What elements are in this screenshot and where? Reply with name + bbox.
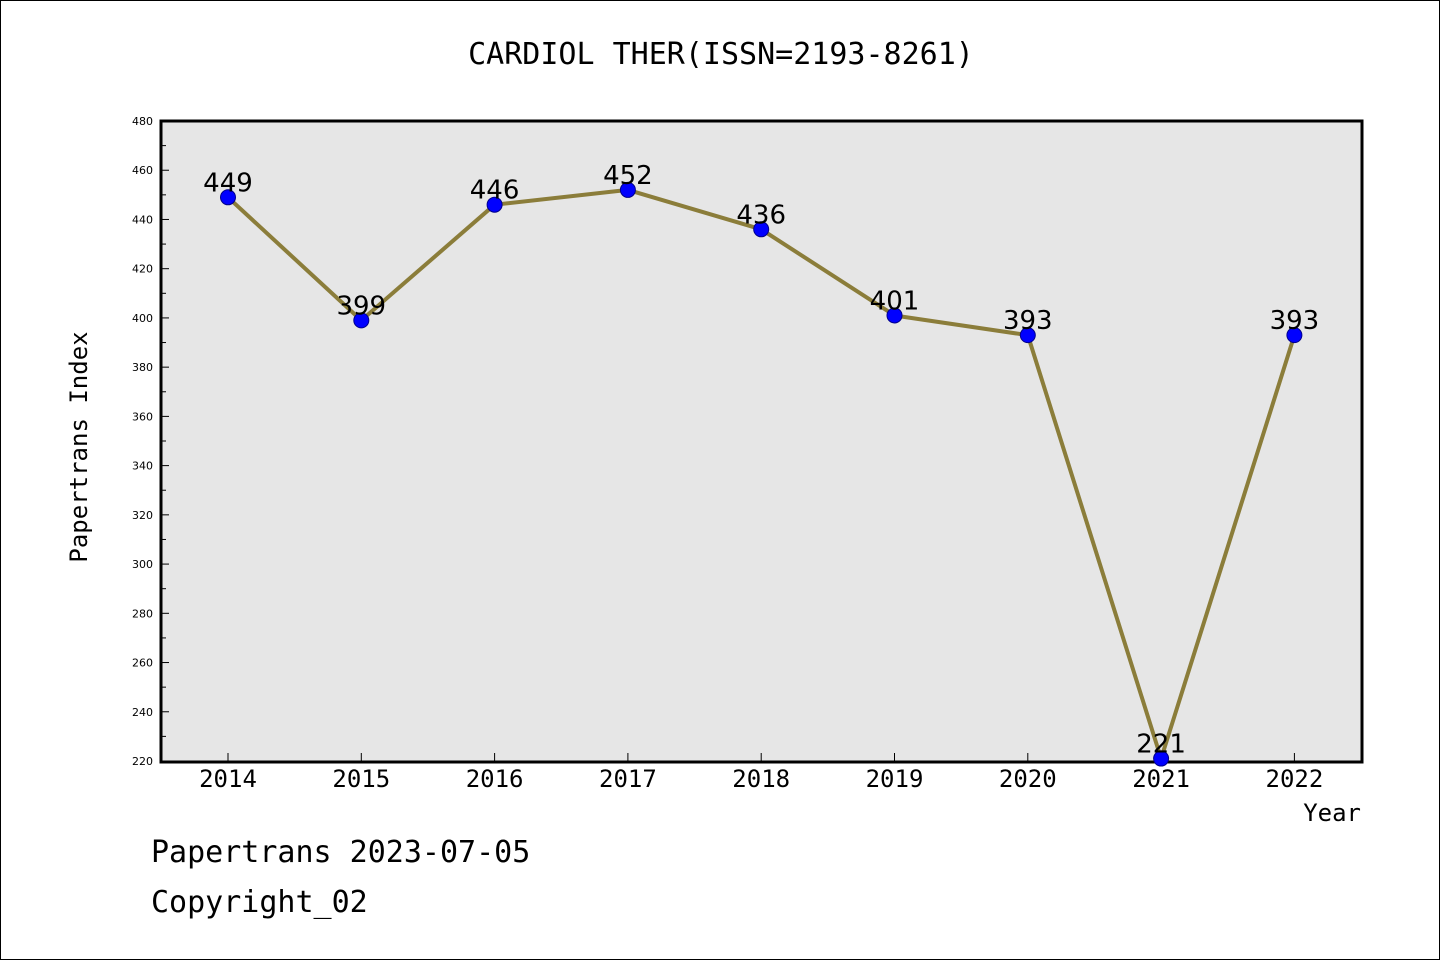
x-tick-label: 2019 [866, 765, 924, 793]
x-axis-label: Year [1303, 799, 1361, 827]
y-tick-label: 220 [132, 755, 153, 768]
data-labels: 449 399 446 452 436 401 393 221 393 [203, 161, 1319, 760]
x-tick-label: 2021 [1132, 765, 1190, 793]
x-tick-label: 2016 [466, 765, 524, 793]
data-label: 393 [1003, 306, 1053, 336]
y-tick-label: 440 [132, 213, 153, 226]
data-point [486, 196, 503, 213]
y-tick-label: 300 [132, 558, 153, 571]
y-tick-label: 420 [132, 263, 153, 276]
y-tick-label: 460 [132, 164, 153, 177]
y-tick-label: 400 [132, 312, 153, 325]
data-label: 449 [203, 168, 253, 198]
x-axis-ticks: 2014 2015 2016 2017 2018 2019 2020 2021 2022 [199, 753, 1323, 793]
chart-title: CARDIOL THER(ISSN=2193-8261) [468, 37, 974, 72]
x-tick-label: 2018 [732, 765, 790, 793]
y-tick-label: 260 [132, 657, 153, 670]
y-axis-ticks: 220 240 260 280 300 320 340 360 380 400 420 440 460 4… [132, 115, 169, 768]
x-tick-label: 2017 [599, 765, 657, 793]
data-label: 393 [1270, 306, 1320, 336]
x-tick-label: 2014 [199, 765, 257, 793]
y-tick-label: 340 [132, 460, 153, 473]
y-tick-label: 240 [132, 706, 153, 719]
data-label: 399 [336, 291, 386, 321]
data-point [753, 221, 770, 238]
y-tick-label: 380 [132, 361, 153, 374]
data-point [886, 307, 903, 324]
data-label: 436 [736, 200, 786, 230]
series [220, 181, 1303, 767]
footer-source: Papertrans 2023-07-05 [151, 835, 531, 870]
x-tick-label: 2020 [999, 765, 1057, 793]
data-label: 221 [1136, 730, 1186, 760]
y-axis-label: Papertrans Index [65, 331, 93, 562]
y-tick-label: 320 [132, 509, 153, 522]
x-tick-label: 2015 [332, 765, 390, 793]
data-label: 446 [470, 176, 520, 206]
data-point [220, 189, 236, 206]
data-point [1153, 750, 1170, 767]
data-point [1019, 327, 1036, 344]
y-tick-label: 480 [132, 115, 153, 128]
data-point [353, 312, 370, 329]
data-point [619, 181, 636, 198]
data-label: 452 [603, 161, 653, 191]
data-label: 401 [870, 286, 920, 316]
footer-copyright: Copyright_02 [151, 885, 368, 920]
y-tick-label: 280 [132, 607, 153, 620]
data-point [1286, 327, 1303, 344]
x-tick-label: 2022 [1266, 765, 1324, 793]
y-tick-label: 360 [132, 410, 153, 423]
